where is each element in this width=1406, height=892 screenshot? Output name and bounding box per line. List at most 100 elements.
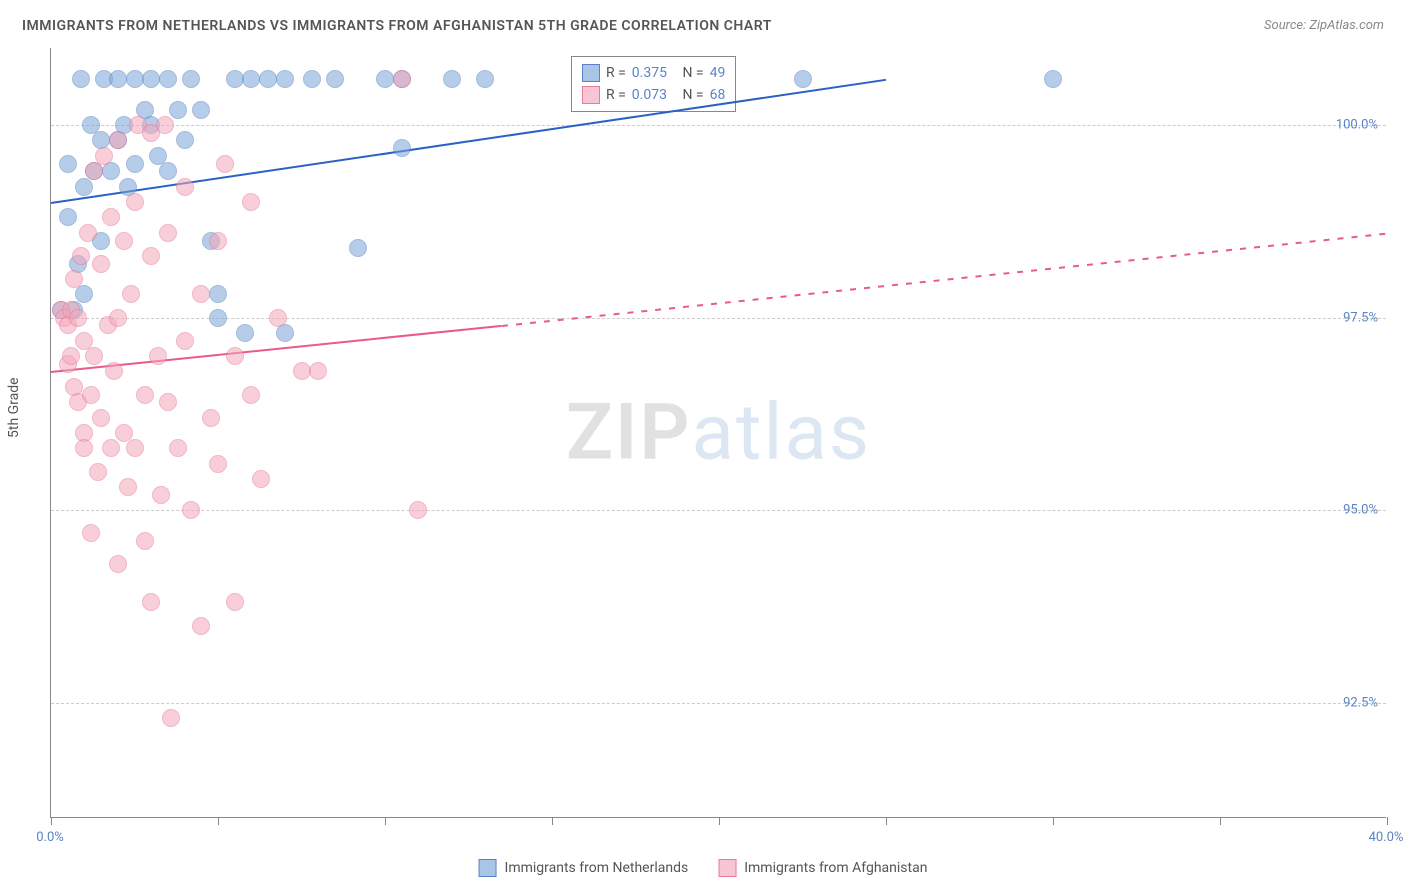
n-label: N = xyxy=(682,65,703,81)
source-label: Source: ZipAtlas.com xyxy=(1264,18,1384,33)
data-point xyxy=(209,455,227,473)
data-point xyxy=(476,70,494,88)
data-point xyxy=(443,70,461,88)
data-point xyxy=(82,524,100,542)
n-value: 68 xyxy=(710,87,726,103)
data-point xyxy=(393,139,411,157)
xtick-label: 0.0% xyxy=(36,830,64,845)
xtick xyxy=(719,817,720,825)
data-point xyxy=(242,70,260,88)
data-point xyxy=(75,178,93,196)
data-point xyxy=(209,309,227,327)
data-point xyxy=(72,70,90,88)
data-point xyxy=(159,224,177,242)
data-point xyxy=(159,70,177,88)
watermark-zip: ZIP xyxy=(566,387,692,478)
data-point xyxy=(79,224,97,242)
xtick xyxy=(51,817,52,825)
trend-line xyxy=(502,233,1387,327)
ytick-label: 95.0% xyxy=(1343,503,1378,518)
data-point xyxy=(303,70,321,88)
data-point xyxy=(92,409,110,427)
data-point xyxy=(209,232,227,250)
data-point xyxy=(142,593,160,611)
data-point xyxy=(192,617,210,635)
data-point xyxy=(119,478,137,496)
data-point xyxy=(59,155,77,173)
r-value: 0.073 xyxy=(632,87,667,103)
data-point xyxy=(176,131,194,149)
data-point xyxy=(109,70,127,88)
data-point xyxy=(122,285,140,303)
data-point xyxy=(242,193,260,211)
legend-swatch-blue xyxy=(479,859,497,877)
data-point xyxy=(62,347,80,365)
legend-item-afghanistan: Immigrants from Afghanistan xyxy=(718,859,927,877)
data-point xyxy=(192,285,210,303)
data-point xyxy=(169,439,187,457)
data-point xyxy=(252,470,270,488)
n-label: N = xyxy=(682,87,703,103)
data-point xyxy=(142,70,160,88)
xtick xyxy=(552,817,553,825)
data-point xyxy=(349,239,367,257)
data-point xyxy=(136,386,154,404)
data-point xyxy=(376,70,394,88)
data-point xyxy=(276,324,294,342)
data-point xyxy=(136,532,154,550)
stats-legend-row: R = 0.375 N = 49 xyxy=(582,62,725,84)
gridline xyxy=(51,510,1386,511)
data-point xyxy=(176,332,194,350)
data-point xyxy=(159,393,177,411)
data-point xyxy=(142,247,160,265)
data-point xyxy=(75,439,93,457)
legend-item-netherlands: Immigrants from Netherlands xyxy=(479,859,689,877)
y-axis-label: 5th Grade xyxy=(6,377,22,438)
data-point xyxy=(216,155,234,173)
data-point xyxy=(309,362,327,380)
data-point xyxy=(269,309,287,327)
data-point xyxy=(102,439,120,457)
data-point xyxy=(65,270,83,288)
r-label: R = xyxy=(606,65,626,81)
ytick-label: 92.5% xyxy=(1343,695,1378,710)
data-point xyxy=(149,347,167,365)
data-point xyxy=(126,70,144,88)
data-point xyxy=(182,501,200,519)
data-point xyxy=(226,70,244,88)
data-point xyxy=(236,324,254,342)
data-point xyxy=(182,70,200,88)
legend-label-netherlands: Immigrants from Netherlands xyxy=(505,860,689,876)
data-point xyxy=(92,255,110,273)
bottom-legend: Immigrants from Netherlands Immigrants f… xyxy=(479,859,928,877)
data-point xyxy=(82,386,100,404)
data-point xyxy=(276,70,294,88)
data-point xyxy=(85,347,103,365)
data-point xyxy=(126,439,144,457)
data-point xyxy=(794,70,812,88)
xtick xyxy=(1387,817,1388,825)
ytick-label: 97.5% xyxy=(1343,310,1378,325)
r-value: 0.375 xyxy=(632,65,667,81)
data-point xyxy=(192,101,210,119)
data-point xyxy=(156,116,174,134)
data-point xyxy=(72,247,90,265)
data-point xyxy=(169,101,187,119)
legend-label-afghanistan: Immigrants from Afghanistan xyxy=(744,860,927,876)
data-point xyxy=(242,386,260,404)
xtick xyxy=(385,817,386,825)
data-point xyxy=(126,193,144,211)
gridline xyxy=(51,125,1386,126)
data-point xyxy=(259,70,277,88)
xtick xyxy=(218,817,219,825)
data-point xyxy=(59,208,77,226)
legend-swatch-pink xyxy=(582,86,600,104)
data-point xyxy=(102,162,120,180)
watermark-atlas: atlas xyxy=(692,387,872,478)
plot-area: ZIPatlas R = 0.375 N = 49 R = 0.073 N = … xyxy=(50,48,1386,818)
legend-swatch-blue xyxy=(582,64,600,82)
xtick xyxy=(886,817,887,825)
xtick xyxy=(1053,817,1054,825)
data-point xyxy=(69,309,87,327)
stats-legend-row: R = 0.073 N = 68 xyxy=(582,84,725,106)
